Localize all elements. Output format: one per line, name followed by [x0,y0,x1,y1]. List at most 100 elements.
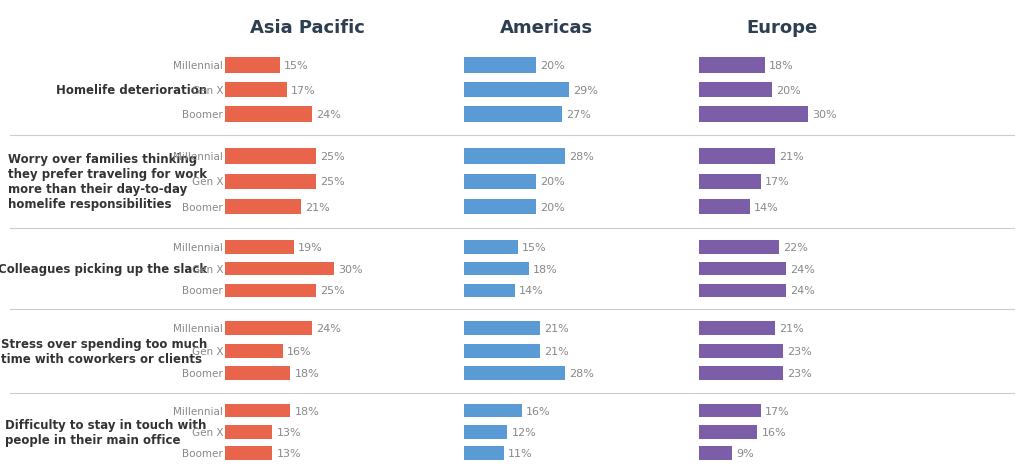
Text: 19%: 19% [298,242,323,252]
Bar [699,425,758,439]
Text: 24%: 24% [791,286,815,296]
Bar [464,59,537,74]
Text: Boomer: Boomer [182,110,223,120]
Bar [699,446,732,460]
Text: 18%: 18% [534,264,558,274]
Text: 22%: 22% [783,242,808,252]
Text: 28%: 28% [569,368,594,378]
Text: 14%: 14% [519,286,544,296]
Text: 12%: 12% [511,427,537,437]
Text: 27%: 27% [565,110,591,120]
Text: 30%: 30% [338,264,362,274]
Text: Boomer: Boomer [182,202,223,212]
Bar [699,404,761,417]
Bar [225,262,334,276]
Text: 9%: 9% [736,448,754,458]
Text: 16%: 16% [762,427,786,437]
Bar [225,404,291,417]
Text: 23%: 23% [786,346,811,356]
Bar [699,107,808,122]
Text: 20%: 20% [541,177,565,187]
Bar [225,446,272,460]
Text: Gen X: Gen X [191,86,223,95]
Bar [225,344,284,358]
Bar [464,425,507,439]
Text: 23%: 23% [786,368,811,378]
Bar [225,199,301,215]
Text: Boomer: Boomer [182,368,223,378]
Bar [464,174,537,190]
Text: 25%: 25% [319,286,345,296]
Text: Gen X: Gen X [191,346,223,356]
Text: Colleagues picking up the slack: Colleagues picking up the slack [0,262,207,276]
Text: 18%: 18% [769,61,794,71]
Text: 15%: 15% [284,61,308,71]
Text: Americas: Americas [500,19,593,37]
Bar [464,367,565,381]
Bar [464,404,522,417]
Text: Homelife deterioration: Homelife deterioration [55,84,207,97]
Bar [699,284,786,298]
Bar [225,321,312,336]
Bar [225,149,315,165]
Bar [464,321,540,336]
Bar [225,367,291,381]
Bar [464,446,504,460]
Bar [225,174,315,190]
Bar [464,107,561,122]
Text: Worry over families thinking
they prefer traveling for work
more than their day-: Worry over families thinking they prefer… [8,153,207,211]
Bar [699,321,775,336]
Text: 24%: 24% [316,324,341,334]
Bar [464,83,569,98]
Text: 21%: 21% [544,346,568,356]
Bar [464,262,529,276]
Text: 29%: 29% [573,86,598,95]
Bar [699,199,750,215]
Bar [225,107,312,122]
Text: 21%: 21% [544,324,568,334]
Bar [699,367,782,381]
Text: 28%: 28% [569,152,594,162]
Bar [464,284,515,298]
Text: 25%: 25% [319,177,345,187]
Bar [699,344,782,358]
Text: 21%: 21% [305,202,330,212]
Text: Difficulty to stay in touch with
people in their main office: Difficulty to stay in touch with people … [5,418,207,446]
Text: 17%: 17% [765,406,790,416]
Text: Millennial: Millennial [173,242,223,252]
Bar [699,59,765,74]
Text: Millennial: Millennial [173,61,223,71]
Text: Boomer: Boomer [182,286,223,296]
Text: 17%: 17% [765,177,790,187]
Text: 13%: 13% [276,448,301,458]
Text: Asia Pacific: Asia Pacific [250,19,366,37]
Text: 21%: 21% [779,324,804,334]
Bar [225,83,287,98]
Text: Boomer: Boomer [182,448,223,458]
Bar [225,425,272,439]
Bar [699,174,761,190]
Bar [699,149,775,165]
Bar [225,59,280,74]
Text: 20%: 20% [776,86,801,95]
Text: 24%: 24% [316,110,341,120]
Bar [464,149,565,165]
Text: Stress over spending too much
time with coworkers or clients: Stress over spending too much time with … [1,337,207,365]
Text: 16%: 16% [526,406,551,416]
Text: 14%: 14% [754,202,779,212]
Text: 13%: 13% [276,427,301,437]
Text: Gen X: Gen X [191,427,223,437]
Bar [225,240,294,254]
Text: 11%: 11% [508,448,532,458]
Bar [699,240,779,254]
Bar [699,83,772,98]
Bar [225,284,315,298]
Bar [464,199,537,215]
Bar [464,344,540,358]
Text: Europe: Europe [746,19,817,37]
Text: 24%: 24% [791,264,815,274]
Text: 20%: 20% [541,202,565,212]
Bar [464,240,518,254]
Text: Gen X: Gen X [191,264,223,274]
Text: 30%: 30% [812,110,837,120]
